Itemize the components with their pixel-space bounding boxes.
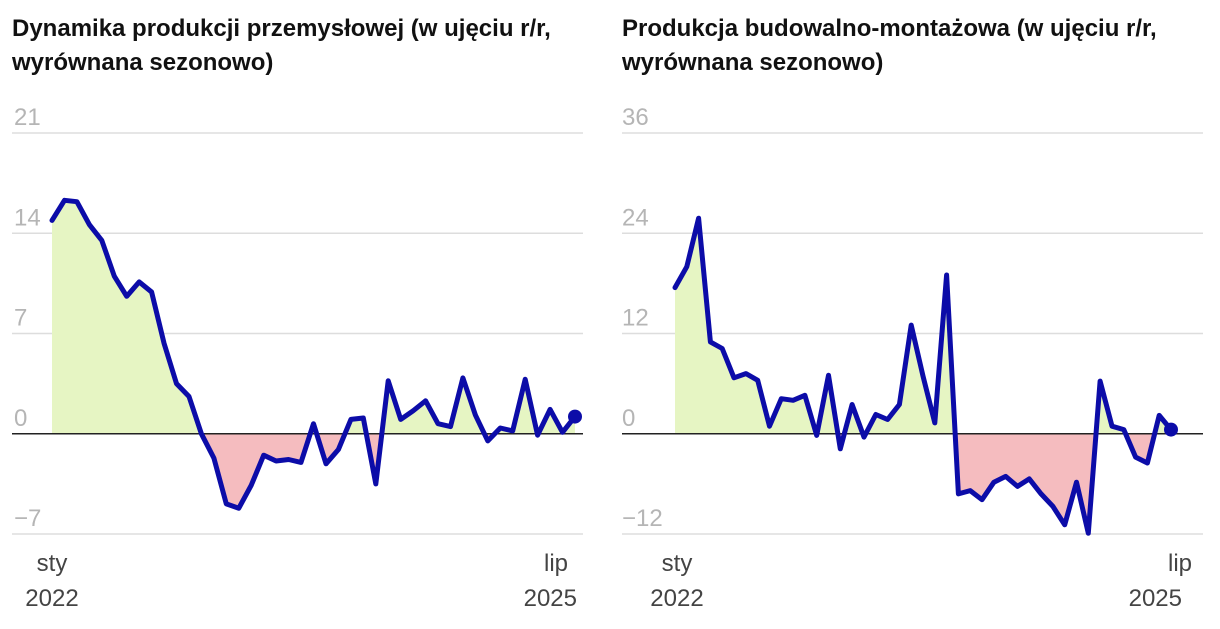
y-tick-label: −12 [622,505,663,532]
x-tick-label: 2022 [650,585,703,612]
x-tick-label: lip [544,550,568,577]
series-line [49,197,578,511]
industrial-production-panel: Dynamika produkcji przemysłowej (w ujęci… [0,0,600,624]
y-tick-label: 36 [622,104,649,131]
y-tick-label: 24 [622,204,649,231]
y-tick-label: 0 [622,405,635,432]
construction-production-panel: Produkcja budowalno-montażowa (w ujęciu … [620,0,1220,624]
x-tick-label: 2022 [25,585,78,612]
y-tick-label: 12 [622,305,649,332]
positive-area [52,200,202,434]
positive-area [865,275,956,434]
x-tick-label: sty [662,550,693,577]
construction-production-chart: 36 24 12 0 −12 sty 2022 lip 2025 [622,104,1203,612]
chart-title: Produkcja budowalno-montażowa (w ujęciu … [622,15,1157,76]
y-tick-label: 0 [14,405,27,432]
end-marker [568,409,582,424]
y-tick-label: 14 [14,204,41,231]
x-tick-label: sty [37,550,68,577]
x-tick-label: 2025 [524,585,577,612]
y-tick-label: −7 [14,505,41,532]
chart-title: Dynamika produkcji przemysłowej (w ujęci… [12,15,551,76]
positive-area [381,377,485,434]
industrial-production-chart: 21 14 7 0 −7 sty 2022 lip 2025 [12,104,583,612]
series-line [672,215,1174,536]
x-tick-label: 2025 [1129,585,1182,612]
negative-area [955,433,1097,534]
y-tick-label: 7 [14,305,27,332]
x-tick-label: lip [1168,550,1192,577]
positive-area [675,218,817,434]
end-marker [1164,422,1178,437]
y-tick-label: 21 [14,104,41,131]
